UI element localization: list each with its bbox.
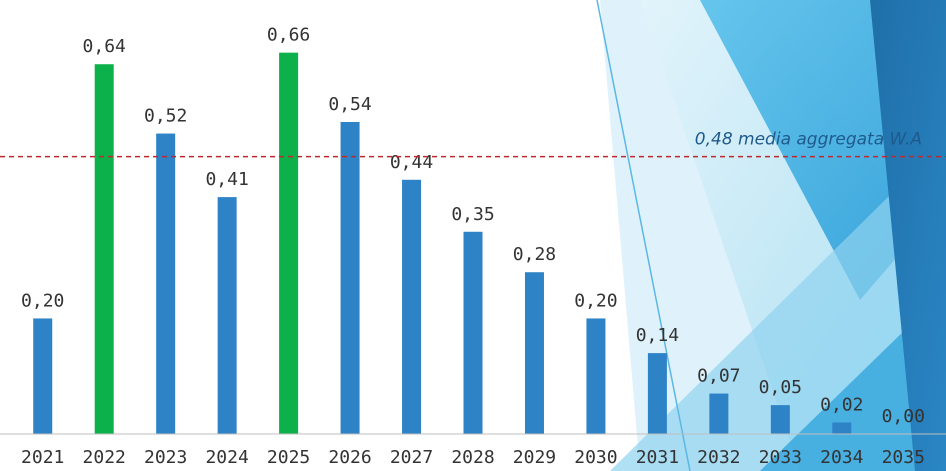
bar-2026 [340,122,360,434]
bar-2033 [770,405,790,434]
background-arrow-decoration [596,0,946,471]
bar-2025 [279,52,299,435]
value-label-2027: 0,44 [390,152,433,173]
value-label-2029: 0,28 [513,244,556,265]
bar-2034 [832,422,852,434]
bar-2024 [217,197,237,434]
value-label-2021: 0,20 [21,290,64,311]
bar-2022 [94,64,114,434]
x-tick-2032: 2032 [697,447,740,468]
x-tick-2027: 2027 [390,447,433,468]
decor-dark-edge [870,0,946,471]
value-label-2025: 0,66 [267,25,310,46]
x-tick-2031: 2031 [636,447,679,468]
value-label-2022: 0,64 [83,36,126,57]
bar-2029 [524,272,544,434]
value-label-2028: 0,35 [451,204,494,225]
value-label-2031: 0,14 [636,325,679,346]
x-tick-2035: 2035 [882,447,925,468]
value-label-2034: 0,02 [820,394,863,415]
value-label-2023: 0,52 [144,106,187,127]
bar-2028 [463,231,483,434]
value-label-2026: 0,54 [328,94,371,115]
x-tick-2026: 2026 [328,447,371,468]
reference-line-label: 0,48 media aggregata W.A [695,130,922,150]
value-label-2024: 0,41 [205,169,248,190]
bar-2027 [402,179,422,434]
bar-2032 [709,393,729,434]
decor-bottom-triangle [760,290,946,471]
x-tick-2023: 2023 [144,447,187,468]
value-label-2032: 0,07 [697,366,740,387]
x-tick-2033: 2033 [759,447,802,468]
x-tick-labels-group: 2021 2022 2023 2024 2025 2026 2027 2028 2029 2030… [21,447,925,468]
x-tick-2034: 2034 [820,447,863,468]
value-labels-group: 0,20 0,64 0,52 0,41 0,66 0,54 0,44 0,35 0,28 0,20… [21,25,925,427]
bar-2021 [33,318,53,434]
x-tick-2024: 2024 [205,447,248,468]
value-label-2030: 0,20 [574,290,617,311]
x-tick-2021: 2021 [21,447,64,468]
x-tick-2025: 2025 [267,447,310,468]
x-tick-2022: 2022 [83,447,126,468]
x-tick-2028: 2028 [451,447,494,468]
value-label-2035: 0,00 [882,406,925,427]
bar-2031 [647,353,667,434]
bar-2030 [586,318,606,434]
x-tick-2030: 2030 [574,447,617,468]
bar-2023 [156,133,176,435]
decor-thin-line [596,0,691,471]
x-tick-2029: 2029 [513,447,556,468]
value-label-2033: 0,05 [759,377,802,398]
